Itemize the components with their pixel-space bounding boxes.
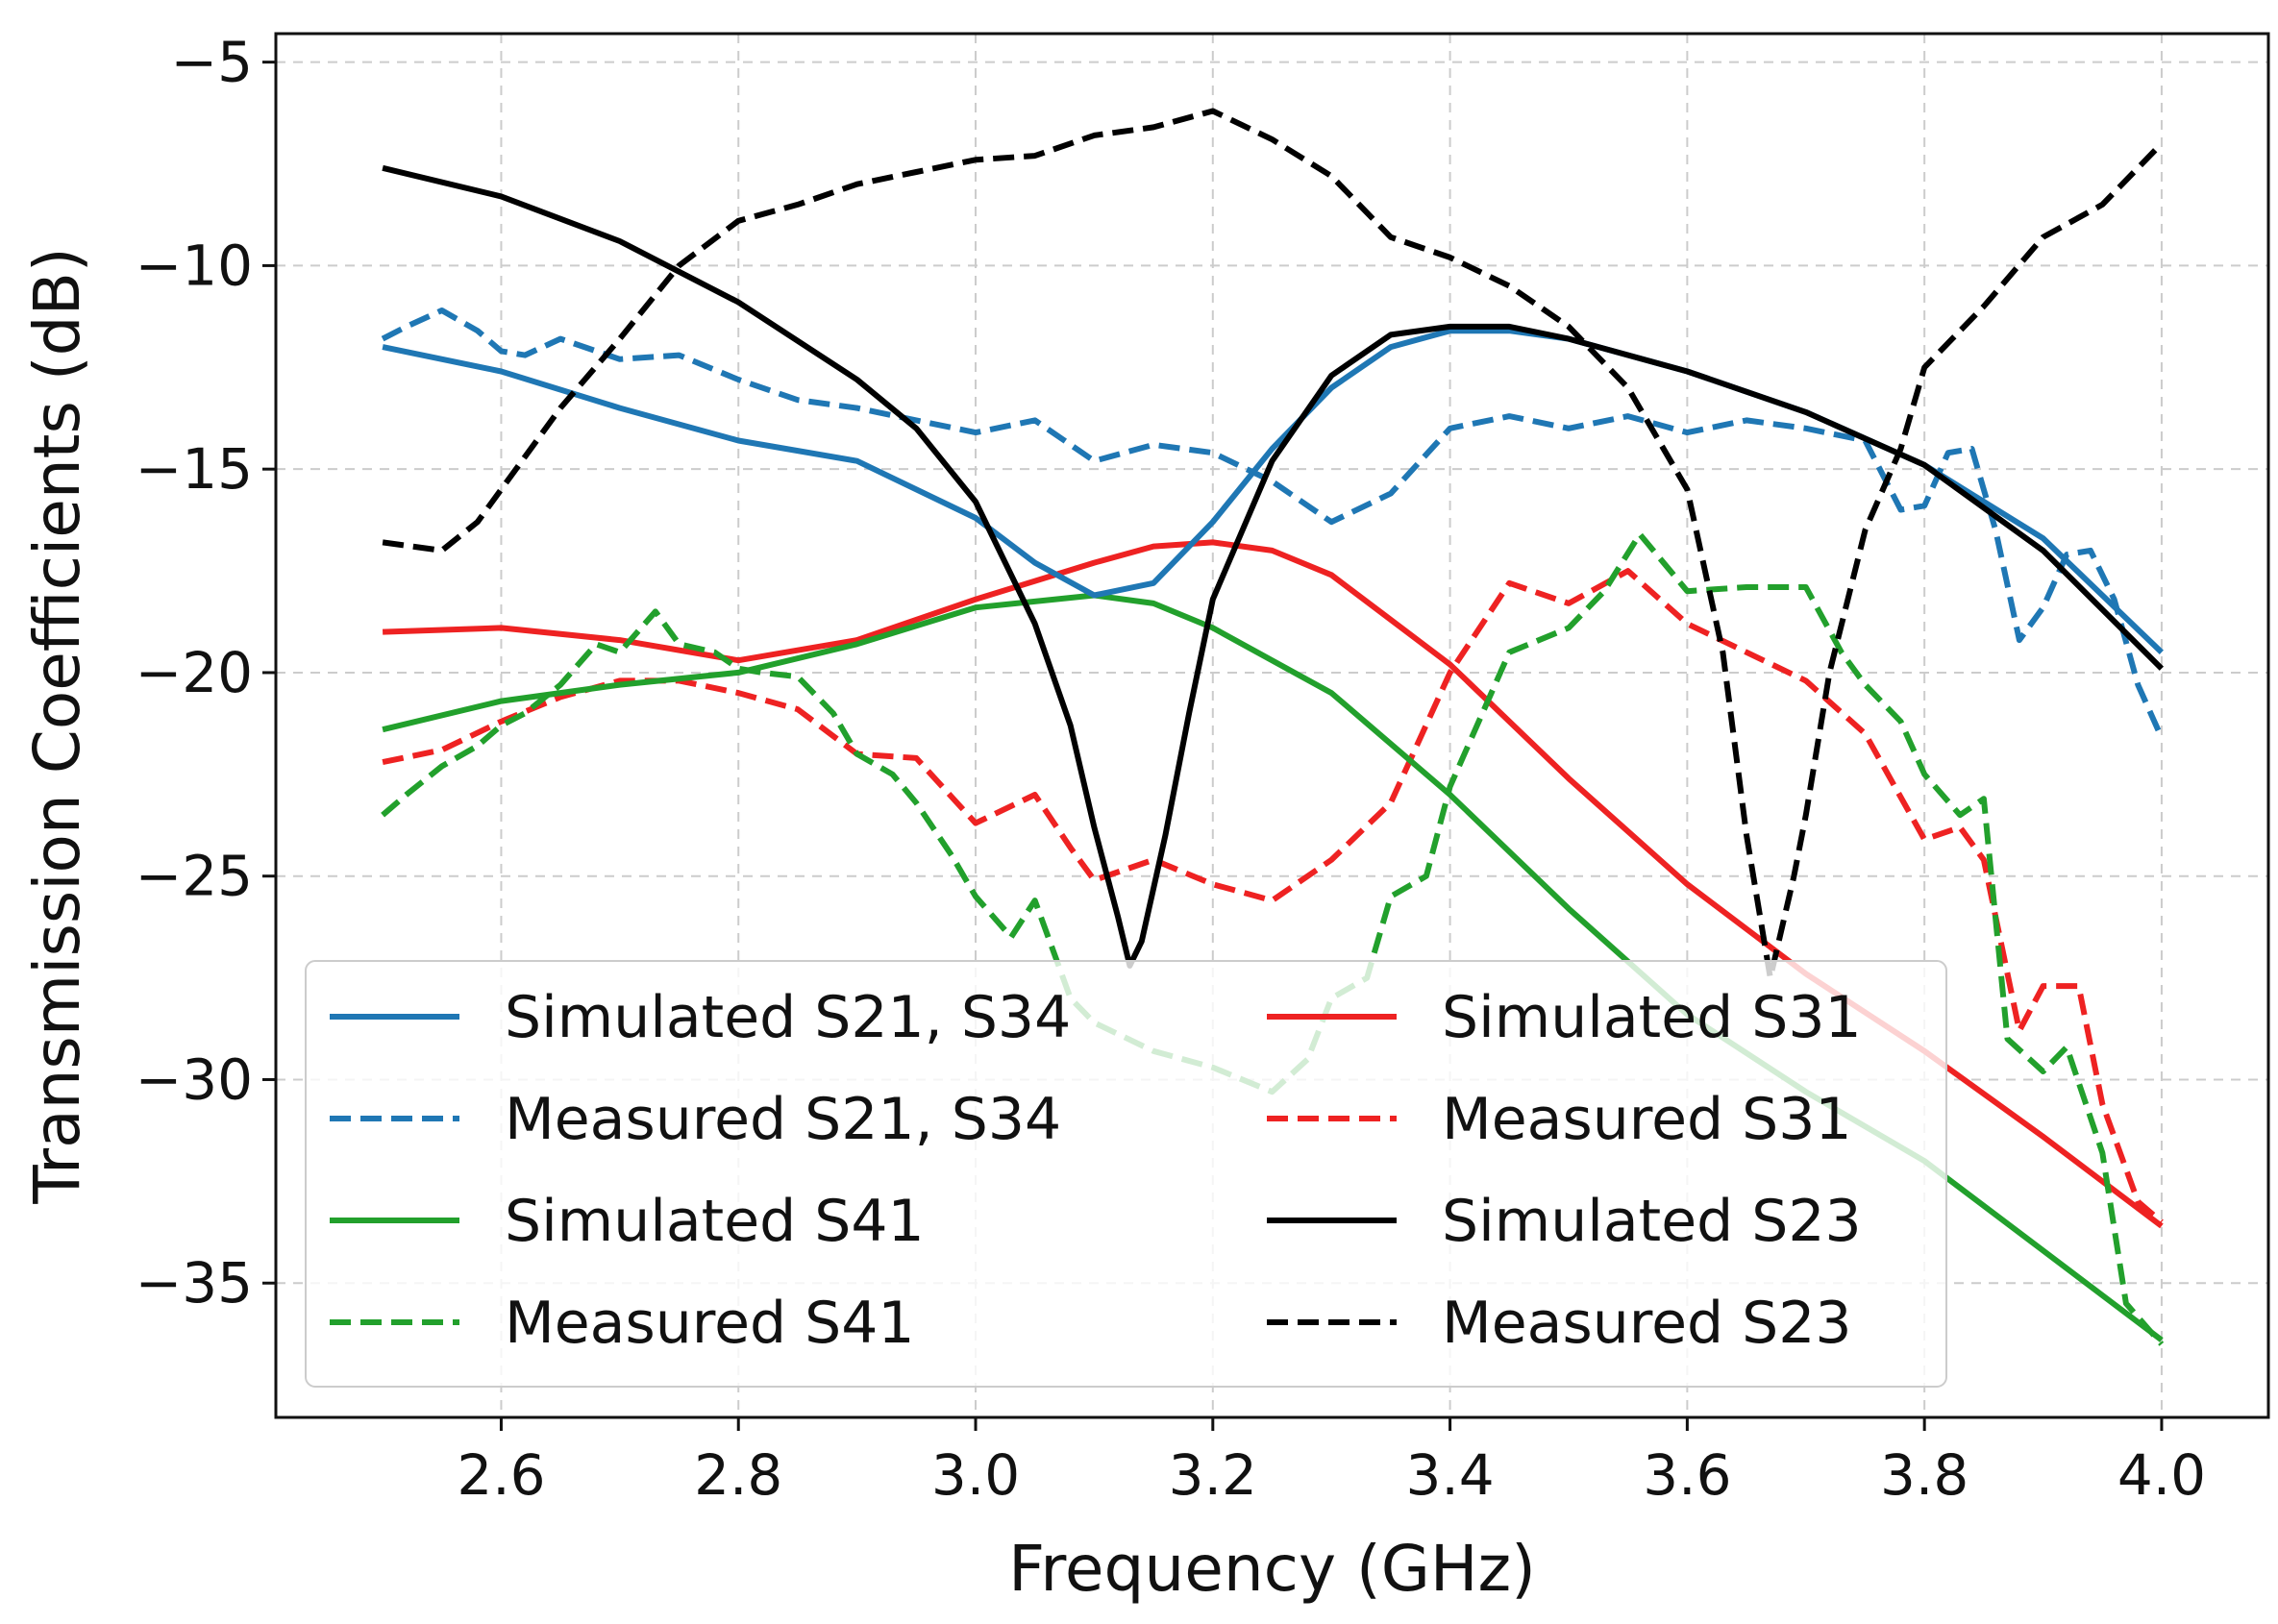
y-tick-label: −5 — [171, 30, 254, 95]
plot-frame — [274, 32, 2270, 1419]
legend-label: Measured S41 — [505, 1290, 915, 1357]
y-tick-label: −35 — [136, 1250, 253, 1316]
y-axis-label: Transmission Coefficients (dB) — [20, 247, 94, 1204]
series-line-measured-s21-s34 — [381, 308, 2165, 739]
legend-label: Measured S31 — [1442, 1086, 1852, 1153]
x-tick-label: 3.0 — [931, 1442, 1020, 1508]
x-tick-label: 3.4 — [1405, 1442, 1494, 1508]
y-tick-label: −25 — [136, 844, 253, 909]
legend-label: Measured S21, S34 — [505, 1086, 1061, 1153]
legend-label: Simulated S31 — [1442, 984, 1862, 1051]
series-line-simulated-s23 — [382, 164, 2165, 969]
y-tick-label: −10 — [136, 233, 253, 298]
y-tick-label: −30 — [136, 1046, 253, 1112]
legend-label: Simulated S21, S34 — [505, 984, 1071, 1051]
x-tick-label: 3.8 — [1880, 1442, 1968, 1508]
legend-box — [305, 960, 1947, 1388]
y-tick-label: −15 — [136, 436, 253, 502]
axes-ticks: 2.6 2.8 3.0 3.2 3.4 3.6 3.8 4.0 −5 −10 −15 −20 −25 −3… — [136, 30, 2206, 1508]
y-tick-label: −20 — [136, 640, 253, 705]
legend-label: Measured S23 — [1442, 1290, 1852, 1357]
legend-label: Simulated S41 — [505, 1188, 925, 1255]
x-tick-label: 2.8 — [694, 1442, 782, 1508]
x-tick-label: 3.6 — [1643, 1442, 1731, 1508]
x-tick-label: 4.0 — [2117, 1442, 2206, 1508]
series-line-measured-s23 — [382, 108, 2165, 981]
x-axis-label: Frequency (GHz) — [1008, 1532, 1536, 1606]
x-tick-label: 3.2 — [1169, 1442, 1257, 1508]
legend-label: Simulated S23 — [1442, 1188, 1862, 1255]
x-tick-label: 2.6 — [457, 1442, 545, 1508]
legend: Simulated S21, S34 Measured S21, S34 Simul… — [305, 960, 1947, 1388]
